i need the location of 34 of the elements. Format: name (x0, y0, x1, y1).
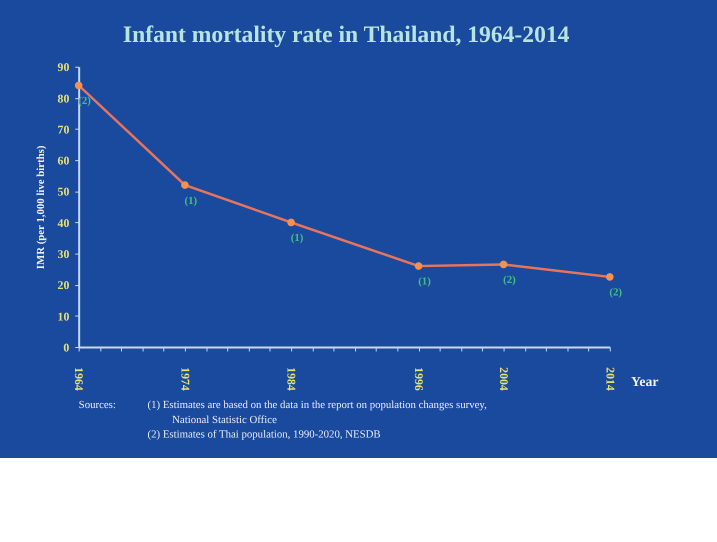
point (181, 181, 189, 189)
text: (1) Estimates are based on the data in the report on population changes survey, (148, 399, 488, 412)
point (287, 218, 295, 226)
annotation: (2) (609, 286, 622, 299)
source-note: Sources: (78, 399, 116, 412)
y-tick-label: 80 (58, 91, 70, 106)
y-tick-label: 40 (58, 216, 70, 230)
x-axis-title: Year (630, 374, 658, 389)
y-tick-label: 70 (58, 122, 70, 136)
y-tick-label: 0 (63, 340, 70, 354)
x-tick-label: 1964 (72, 367, 86, 391)
x-tick-label: 2014 (603, 367, 618, 391)
point (606, 273, 614, 281)
point (500, 260, 508, 268)
chart-title: Infant mortality rate in Thailand, 1964-2014 (122, 22, 570, 48)
x-tick-label: 2004 (497, 367, 512, 391)
y-tick-label: 60 (58, 154, 70, 168)
point (414, 262, 422, 270)
y-tick-label: 90 (58, 60, 70, 74)
x-tick-label: 1996 (412, 367, 426, 391)
annotation: (2) (503, 274, 516, 286)
y-tick-label: 50 (58, 184, 70, 199)
y-tick-label: 20 (58, 278, 70, 292)
y-axis-title: IMR (per 1,000 live births) (34, 145, 47, 270)
point (74, 82, 82, 90)
annotation: (1) (290, 232, 304, 244)
annotation: (1) (418, 276, 432, 288)
y-tick-label: 10 (58, 309, 70, 324)
text: National Statistic Office (172, 414, 278, 426)
x-tick-label: 1974 (178, 367, 192, 391)
annotation: (1) (184, 194, 198, 207)
x-tick-label: 1984 (284, 367, 299, 391)
y-tick-label: 30 (58, 247, 70, 262)
text: (2) Estimates of Thai population, 1990-2020, NESDB (148, 428, 381, 441)
